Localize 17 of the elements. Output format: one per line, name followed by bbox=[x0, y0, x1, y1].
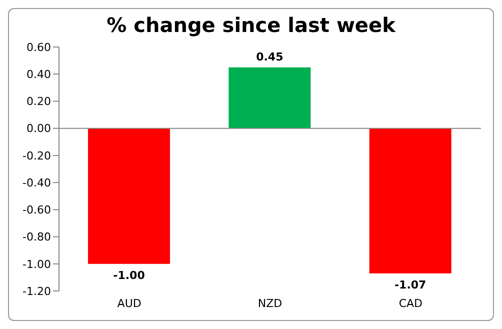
data-label: 0.45 bbox=[256, 50, 284, 64]
y-tick-label: -0.40 bbox=[22, 176, 51, 190]
x-tick-label: AUD bbox=[117, 296, 142, 310]
y-tick-label: 0.40 bbox=[26, 68, 51, 82]
y-tick-label: -1.00 bbox=[22, 258, 51, 271]
data-label: -1.07 bbox=[394, 278, 426, 292]
y-tick-label: -0.80 bbox=[22, 230, 51, 244]
x-tick-label: NZD bbox=[258, 296, 282, 310]
data-label: -1.00 bbox=[113, 268, 146, 282]
x-tick-label: CAD bbox=[398, 296, 423, 310]
y-tick-label: 0.20 bbox=[26, 95, 51, 108]
y-tick-label: 0.60 bbox=[26, 40, 51, 54]
y-tick-label: -0.20 bbox=[22, 149, 51, 162]
y-tick-label: 0.00 bbox=[26, 122, 51, 136]
y-tick-label: -1.20 bbox=[22, 284, 51, 298]
y-tick-label: -0.60 bbox=[22, 204, 51, 217]
chart-title: % change since last week bbox=[106, 12, 397, 39]
